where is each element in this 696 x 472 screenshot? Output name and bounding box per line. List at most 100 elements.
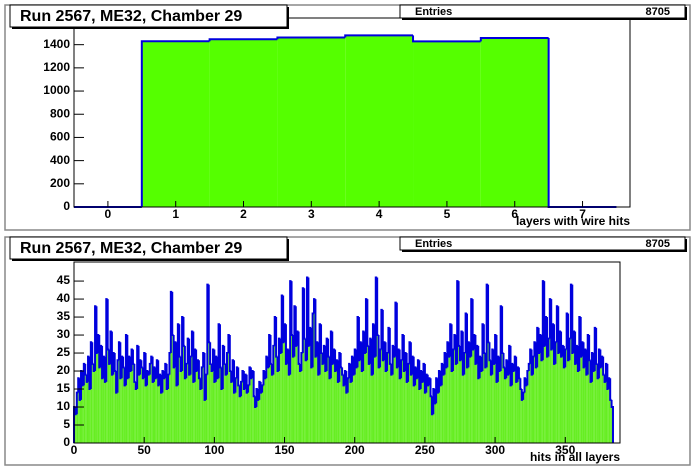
bar [132, 363, 135, 443]
bar-outline [150, 355, 153, 364]
bar [523, 392, 525, 443]
bar-outline [491, 348, 494, 375]
bar [165, 363, 167, 443]
bar [482, 324, 484, 443]
bar [395, 302, 397, 443]
bar-outline [140, 360, 143, 369]
bar [123, 367, 125, 443]
bar [444, 353, 446, 443]
bar [483, 353, 486, 443]
bar [120, 378, 122, 443]
bar-outline [186, 337, 190, 364]
bar-outline [592, 353, 595, 373]
bar [152, 381, 155, 443]
bar-outline [116, 359, 119, 393]
bar [496, 381, 498, 443]
bar-outline [328, 356, 331, 380]
bar [495, 335, 497, 443]
bar-outline [238, 385, 242, 398]
frame-border [73, 261, 621, 444]
bar [139, 360, 142, 443]
bar [490, 374, 493, 443]
bar [349, 363, 351, 443]
bar [141, 41, 210, 207]
bar [173, 367, 176, 443]
bar-outline [122, 356, 125, 369]
bar [170, 291, 173, 443]
bar [322, 363, 324, 443]
bar [469, 356, 472, 443]
bar-outline [109, 330, 112, 364]
bar [556, 306, 559, 443]
bar [342, 374, 344, 443]
bar [551, 349, 553, 443]
bar [219, 367, 222, 443]
bar [255, 407, 257, 443]
bar [507, 374, 510, 443]
bar [243, 389, 246, 443]
bar [252, 371, 254, 443]
bar [114, 371, 117, 443]
bar [506, 360, 508, 443]
bar [328, 356, 330, 443]
bar-outline [87, 355, 90, 382]
bar [184, 378, 187, 443]
bar [429, 378, 431, 443]
bar [299, 371, 302, 443]
x-tick-label: 5 [444, 207, 451, 221]
bar [278, 338, 281, 443]
bar [558, 353, 560, 443]
bar [166, 389, 169, 443]
bar-outline [129, 356, 132, 373]
bar [339, 353, 341, 443]
x-tick-label: 0 [71, 443, 78, 457]
bar [109, 363, 111, 443]
y-tick-label: 600 [50, 130, 70, 144]
bar-outline [362, 330, 365, 372]
bar [499, 371, 501, 443]
x-tick-label: 350 [555, 443, 575, 457]
bar [191, 331, 194, 443]
bar [594, 327, 597, 443]
bar [563, 367, 566, 443]
bar [131, 349, 133, 443]
stats-value: 8705 [646, 238, 670, 250]
bar [312, 313, 315, 443]
bar [468, 342, 470, 443]
bar [179, 356, 181, 443]
bar-outline [537, 327, 540, 355]
bar [605, 363, 608, 443]
bar-outline [95, 306, 98, 355]
bar [221, 389, 223, 443]
bar [86, 381, 89, 443]
bar [394, 356, 396, 443]
bar-outline [168, 352, 171, 375]
bar [527, 371, 529, 443]
bar [402, 335, 404, 443]
bar [137, 345, 139, 443]
bar [502, 353, 504, 443]
bar-outline [217, 323, 220, 379]
bar [399, 378, 402, 443]
bar [301, 353, 303, 443]
bar [186, 363, 188, 443]
bar-outline [458, 345, 462, 362]
bar [517, 367, 519, 443]
bar [382, 360, 385, 443]
bar [544, 345, 546, 443]
bar [409, 342, 411, 443]
bar [323, 345, 326, 443]
bar [92, 363, 94, 443]
bar [370, 338, 372, 443]
bar-outline [369, 337, 372, 364]
bar [229, 371, 232, 443]
x-tick-label: 2 [240, 207, 247, 221]
bar [600, 367, 602, 443]
bar-outline [344, 34, 414, 38]
bar-outline [460, 330, 463, 361]
y-tick-label: 25 [57, 345, 71, 359]
bar [329, 378, 331, 443]
bar [419, 389, 421, 443]
bar [528, 363, 531, 443]
bar [387, 353, 389, 443]
